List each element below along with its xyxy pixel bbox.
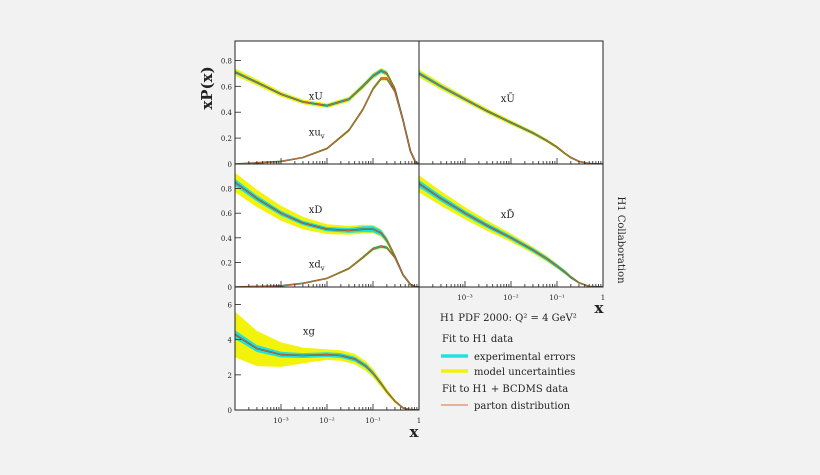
x-tick-label: 10⁻³ (457, 294, 473, 302)
collaboration-label: H1 Collaboration (615, 196, 626, 284)
x-tick-label: 10⁻² (319, 417, 335, 425)
y-tick-label: 0 (228, 407, 232, 415)
x-tick-label: 1 (601, 294, 605, 302)
curve-label-xD: xD (309, 205, 323, 216)
panel-background (235, 41, 419, 164)
legend-group2: Fit to H1 + BCDMS data (442, 384, 568, 395)
panel-background (419, 164, 603, 287)
panel-background (419, 41, 603, 164)
x-tick-label: 1 (417, 417, 421, 425)
legend-parton-label: parton distribution (474, 401, 571, 412)
curve-label-xD̄: xD̄ (501, 209, 515, 221)
plot-area (235, 67, 419, 164)
x-axis-title-right: x (595, 299, 605, 317)
x-tick-label: 10⁻³ (273, 417, 289, 425)
y-axis-title: xP(x) (198, 66, 216, 109)
y-tick-label: 0.8 (221, 57, 232, 65)
x-tick-label: 10⁻¹ (365, 417, 381, 425)
exp-band-xD (235, 178, 419, 287)
y-tick-label: 0.2 (221, 135, 232, 143)
panel-D: xD xdv 0 0.2 0.4 0.6 0.8 (221, 163, 420, 292)
plot-area (235, 311, 419, 410)
legend-title: H1 PDF 2000: Q² = 4 GeV² (440, 313, 577, 324)
x-tick-label: 10⁻¹ (549, 294, 565, 302)
parton-line-xu_v (235, 78, 419, 164)
model-band-xU (235, 67, 419, 164)
y-tick-label: 0.4 (221, 109, 233, 117)
x-axis-title-left: x (410, 423, 420, 441)
panel-U: xU xuv 0 0.2 0.4 0.6 0.8 (221, 40, 420, 169)
panel-frame (234, 286, 420, 411)
curve-label-xg: xg (303, 326, 316, 337)
y-tick-label: 6 (228, 302, 233, 310)
y-tick-label: 0.8 (221, 186, 232, 194)
y-tick-label: 0.4 (221, 235, 233, 243)
legend: H1 PDF 2000: Q² = 4 GeV² Fit to H1 data … (440, 313, 577, 412)
panel-layer: xUxuv00.20.40.60.8xŪxDxdv00.20.40.60.8xD… (221, 40, 605, 425)
curve-label-sub-xu_v: v (320, 133, 325, 141)
curve-label-xŪ: xŪ (501, 93, 515, 105)
y-tick-label: 2 (228, 372, 232, 380)
curve-label-sub-xd_v: v (320, 264, 325, 272)
y-tick-label: 0.2 (221, 259, 232, 267)
curve-label-xu_v: xuv (309, 128, 325, 141)
curve-label-xU: xU (309, 91, 323, 102)
parton-line-xg (235, 334, 419, 410)
panel-Ubar: xŪ (418, 40, 604, 165)
y-tick-label: 0.6 (221, 210, 233, 218)
legend-model-label: model uncertainties (474, 367, 575, 378)
panel-Dbar: xD̄ 10⁻³ 10⁻² 10⁻¹ 1 (418, 163, 605, 302)
y-tick-label: 0 (228, 284, 232, 292)
y-tick-label: 4 (228, 337, 233, 345)
y-tick-label: 0 (228, 161, 232, 169)
curve-label-xd_v: xdv (309, 259, 325, 272)
plot-area (419, 175, 603, 287)
legend-exp-label: experimental errors (474, 352, 575, 363)
parton-line-xd_v (235, 245, 419, 287)
panel-g: xg 0 2 4 6 10⁻³ 10⁻² 10⁻¹ 1 (228, 286, 421, 425)
model-band-xg (235, 311, 419, 410)
legend-group1: Fit to H1 data (442, 334, 513, 345)
panel-frame (418, 163, 604, 288)
x-tick-label: 10⁻² (503, 294, 519, 302)
plot-area (235, 172, 419, 287)
parton-line-xD̄ (419, 183, 603, 287)
y-tick-label: 0.6 (221, 83, 233, 91)
